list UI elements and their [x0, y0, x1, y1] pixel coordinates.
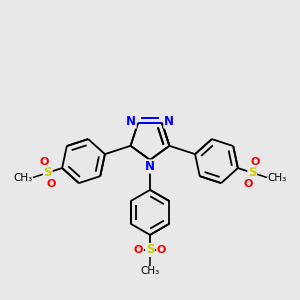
Text: S: S [146, 243, 154, 256]
Text: O: O [40, 157, 49, 167]
Text: N: N [164, 115, 174, 128]
Text: O: O [244, 178, 253, 188]
Text: O: O [134, 245, 143, 255]
Text: S: S [44, 166, 52, 179]
Text: N: N [126, 115, 136, 128]
Text: N: N [145, 160, 155, 173]
Text: CH₃: CH₃ [267, 172, 286, 182]
Text: O: O [157, 245, 166, 255]
Text: CH₃: CH₃ [14, 172, 33, 182]
Text: CH₃: CH₃ [140, 266, 160, 275]
Text: O: O [251, 157, 260, 167]
Text: O: O [47, 178, 56, 188]
Text: S: S [248, 166, 256, 179]
